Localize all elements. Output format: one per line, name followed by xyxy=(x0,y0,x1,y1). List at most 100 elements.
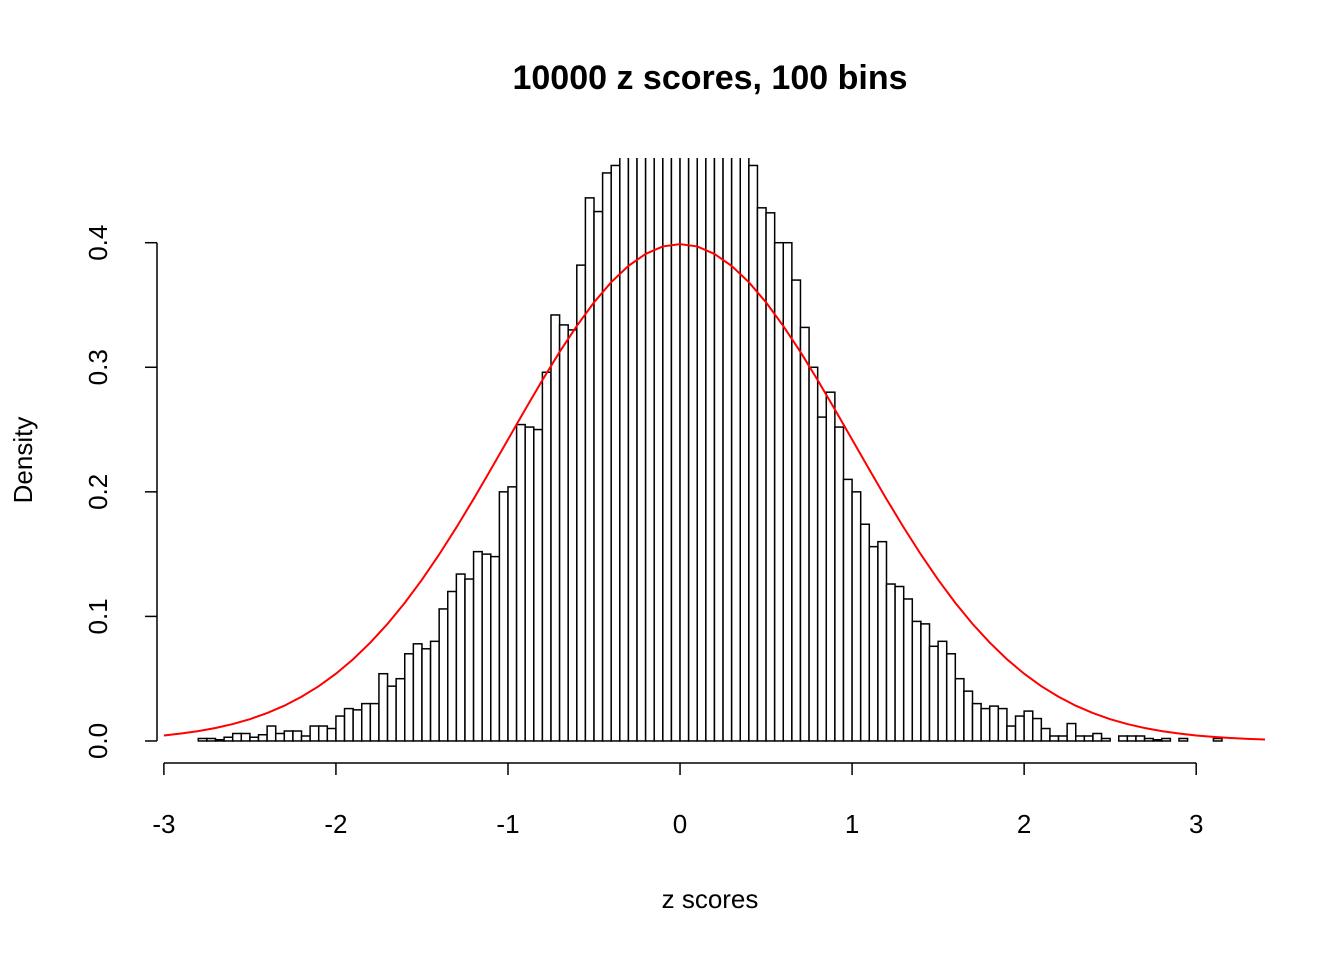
bar xyxy=(1074,735,1086,742)
bar xyxy=(274,732,286,742)
bar xyxy=(988,705,1000,742)
bar xyxy=(576,264,587,742)
bar xyxy=(1152,738,1163,742)
y-tick-label: 0.1 xyxy=(83,598,113,634)
bar xyxy=(627,158,638,742)
x-tick-label: 1 xyxy=(845,809,859,839)
y-tick-label: 0.3 xyxy=(83,349,113,385)
bar xyxy=(300,735,311,742)
bar xyxy=(619,158,630,742)
bar xyxy=(447,590,458,742)
bar xyxy=(748,164,759,742)
bar xyxy=(868,545,879,742)
bar xyxy=(816,416,828,742)
bar xyxy=(283,730,294,742)
bar xyxy=(223,736,234,742)
bar xyxy=(550,314,561,742)
bar xyxy=(429,640,440,742)
bar xyxy=(782,241,793,742)
bar xyxy=(404,653,415,742)
bar xyxy=(928,645,939,742)
bar xyxy=(902,598,914,742)
bar xyxy=(1100,737,1111,742)
bar xyxy=(1006,725,1017,742)
bar xyxy=(1092,732,1103,742)
x-tick-label: -3 xyxy=(152,809,175,839)
bar xyxy=(412,643,423,742)
bar xyxy=(490,555,501,742)
bar xyxy=(859,523,871,742)
bar xyxy=(842,478,853,742)
bar xyxy=(679,158,690,742)
bar xyxy=(197,737,208,742)
bar xyxy=(937,640,948,742)
bar xyxy=(601,172,612,742)
bar xyxy=(326,727,337,742)
bar xyxy=(507,486,518,742)
bar xyxy=(515,423,526,742)
bar xyxy=(705,158,716,742)
y-tick-label: 0.4 xyxy=(83,225,113,261)
bar xyxy=(421,648,432,742)
bar xyxy=(1143,737,1154,742)
bar xyxy=(1057,735,1068,742)
bar xyxy=(1014,715,1025,742)
bar xyxy=(386,685,397,742)
bar xyxy=(1178,737,1189,742)
bar xyxy=(266,725,277,742)
y-tick-label: 0.2 xyxy=(83,474,113,510)
bar xyxy=(765,212,776,742)
bar xyxy=(971,702,982,742)
bar xyxy=(593,210,604,742)
bar xyxy=(464,578,475,742)
bar xyxy=(1126,735,1137,742)
x-tick-label: 3 xyxy=(1189,809,1203,839)
bar xyxy=(653,158,664,742)
bar xyxy=(894,585,905,742)
bar xyxy=(541,371,552,742)
bar xyxy=(567,329,578,742)
bar xyxy=(558,324,569,742)
bar xyxy=(524,426,535,742)
bar xyxy=(1023,710,1034,742)
bar xyxy=(1066,722,1077,742)
bar xyxy=(834,426,845,742)
bar xyxy=(911,620,922,742)
x-tick-label: 2 xyxy=(1017,809,1031,839)
x-tick-label: -1 xyxy=(496,809,519,839)
bar xyxy=(885,583,896,742)
bar xyxy=(963,690,974,742)
bar xyxy=(360,702,372,742)
bar xyxy=(756,207,767,742)
bar xyxy=(1031,717,1043,742)
bar xyxy=(214,738,225,742)
bar xyxy=(292,730,303,742)
bar xyxy=(670,158,681,742)
bar xyxy=(1083,735,1094,742)
bar xyxy=(455,573,466,742)
bar xyxy=(1118,735,1129,742)
bar xyxy=(851,491,862,742)
bar xyxy=(1135,735,1146,742)
bar xyxy=(352,709,363,742)
bar xyxy=(317,725,329,742)
bar xyxy=(1212,737,1223,742)
density-curve xyxy=(163,243,1265,741)
bar xyxy=(739,158,750,742)
bar xyxy=(498,491,509,742)
bar xyxy=(231,732,243,742)
bar xyxy=(644,158,655,742)
bar xyxy=(533,428,544,742)
bar xyxy=(722,158,733,742)
bar xyxy=(610,164,621,742)
bar xyxy=(1040,727,1051,742)
bar xyxy=(438,608,449,742)
bar xyxy=(206,737,217,742)
bar xyxy=(945,653,957,742)
chart-title: 10000 z scores, 100 bins xyxy=(512,59,907,97)
bar xyxy=(1161,737,1172,742)
bar xyxy=(249,736,260,742)
bar xyxy=(636,158,647,742)
x-axis-label: z scores xyxy=(662,884,759,914)
